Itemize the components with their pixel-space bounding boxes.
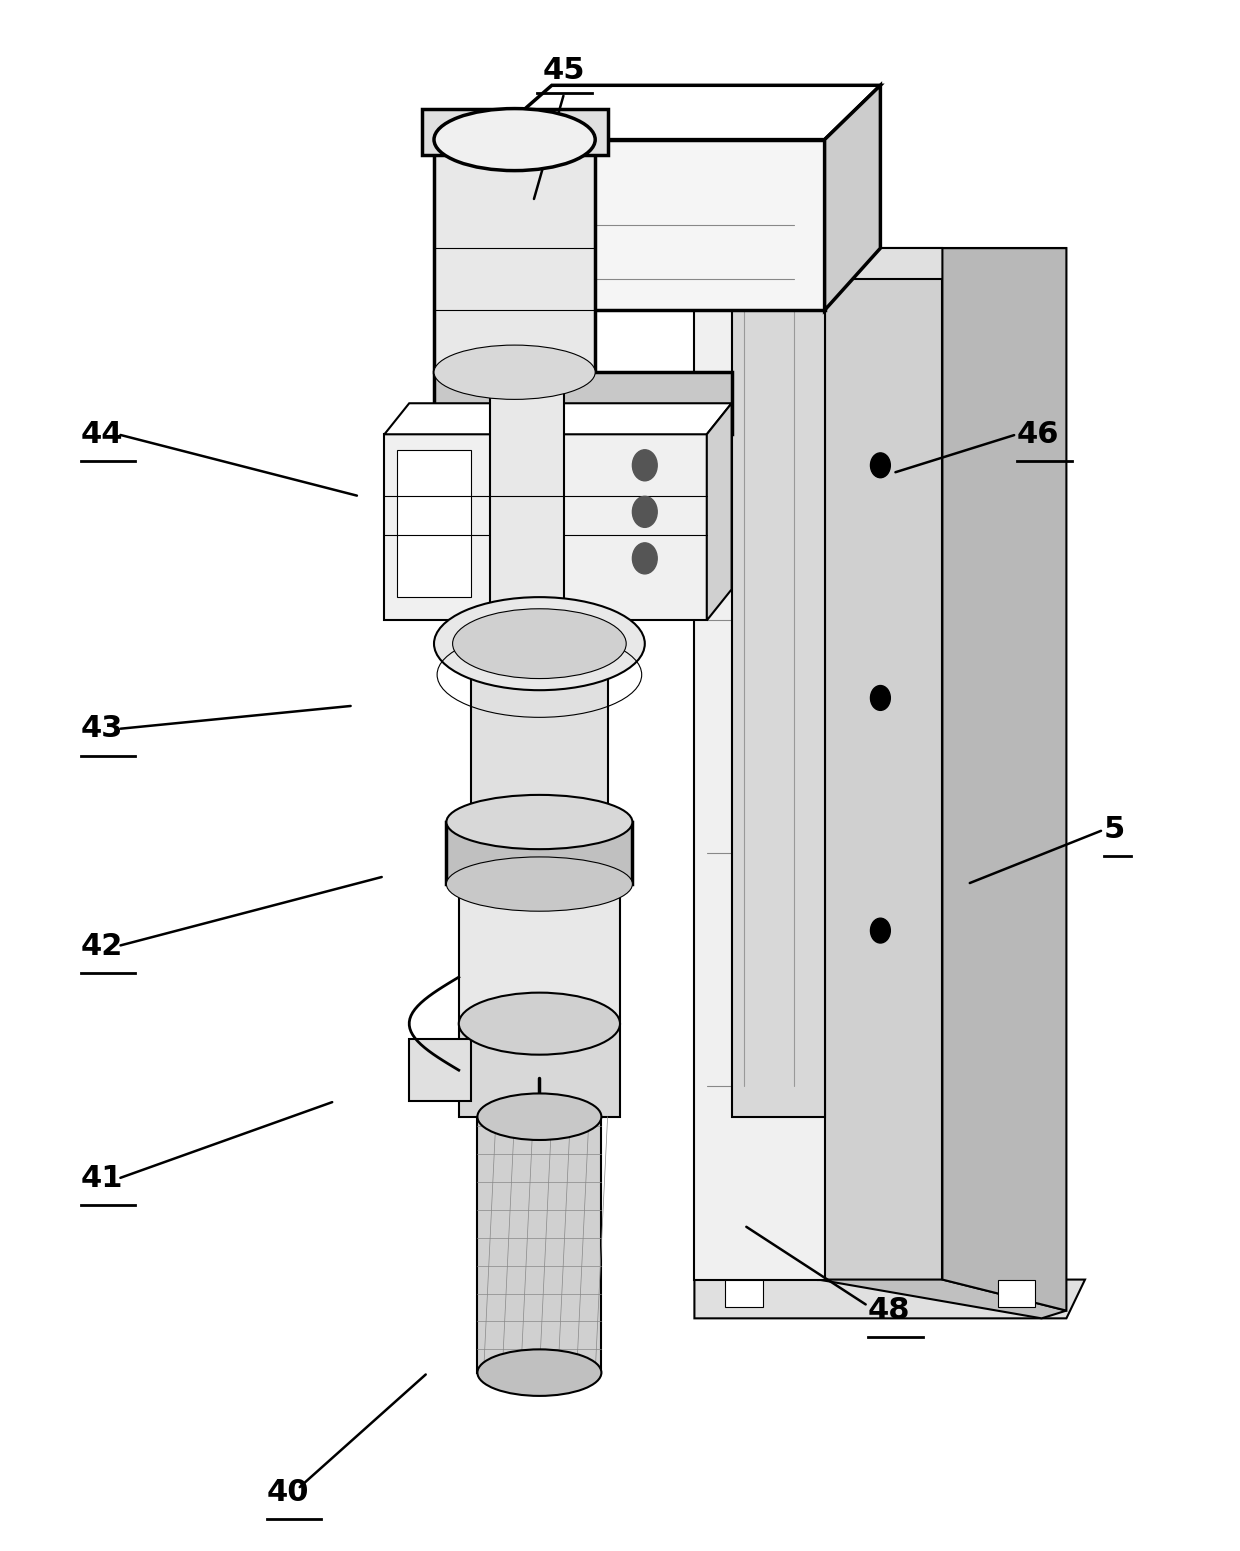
Text: 43: 43 [81,715,123,743]
Polygon shape [490,140,825,310]
Ellipse shape [477,1349,601,1396]
Polygon shape [422,109,608,155]
Circle shape [632,496,657,527]
Text: 44: 44 [81,420,123,448]
Bar [725,1280,763,1307]
Text: 45: 45 [543,56,585,85]
Polygon shape [694,248,825,1280]
Circle shape [870,686,890,710]
Bar [998,1280,1035,1307]
Polygon shape [694,248,1066,279]
Polygon shape [459,884,620,1024]
Polygon shape [490,372,564,620]
Polygon shape [818,1280,1066,1318]
Ellipse shape [446,858,632,912]
Text: 40: 40 [267,1478,309,1506]
Polygon shape [825,85,880,310]
Polygon shape [434,140,595,372]
Polygon shape [818,248,942,1280]
Text: 41: 41 [81,1165,123,1193]
Polygon shape [446,822,632,884]
Ellipse shape [453,610,626,679]
Ellipse shape [434,346,595,400]
Polygon shape [477,1117,601,1373]
Text: 48: 48 [868,1297,910,1325]
Polygon shape [496,884,552,915]
Polygon shape [384,403,732,434]
Ellipse shape [477,1093,601,1140]
Circle shape [870,453,890,478]
Polygon shape [694,1280,1085,1318]
Text: 42: 42 [81,932,123,960]
Text: 46: 46 [1017,420,1059,448]
Polygon shape [942,248,1066,1311]
Polygon shape [471,620,608,853]
Polygon shape [384,434,707,620]
Text: 5: 5 [1104,816,1125,844]
Polygon shape [490,85,880,140]
Ellipse shape [459,993,620,1055]
Polygon shape [397,450,471,597]
Circle shape [632,543,657,574]
Polygon shape [434,372,732,434]
Circle shape [870,918,890,943]
Polygon shape [732,279,825,1117]
Ellipse shape [434,597,645,690]
Ellipse shape [446,796,632,850]
Polygon shape [707,403,732,620]
Polygon shape [459,1024,620,1117]
Ellipse shape [434,109,595,171]
Circle shape [632,450,657,481]
Polygon shape [409,1039,471,1101]
Polygon shape [564,892,614,923]
